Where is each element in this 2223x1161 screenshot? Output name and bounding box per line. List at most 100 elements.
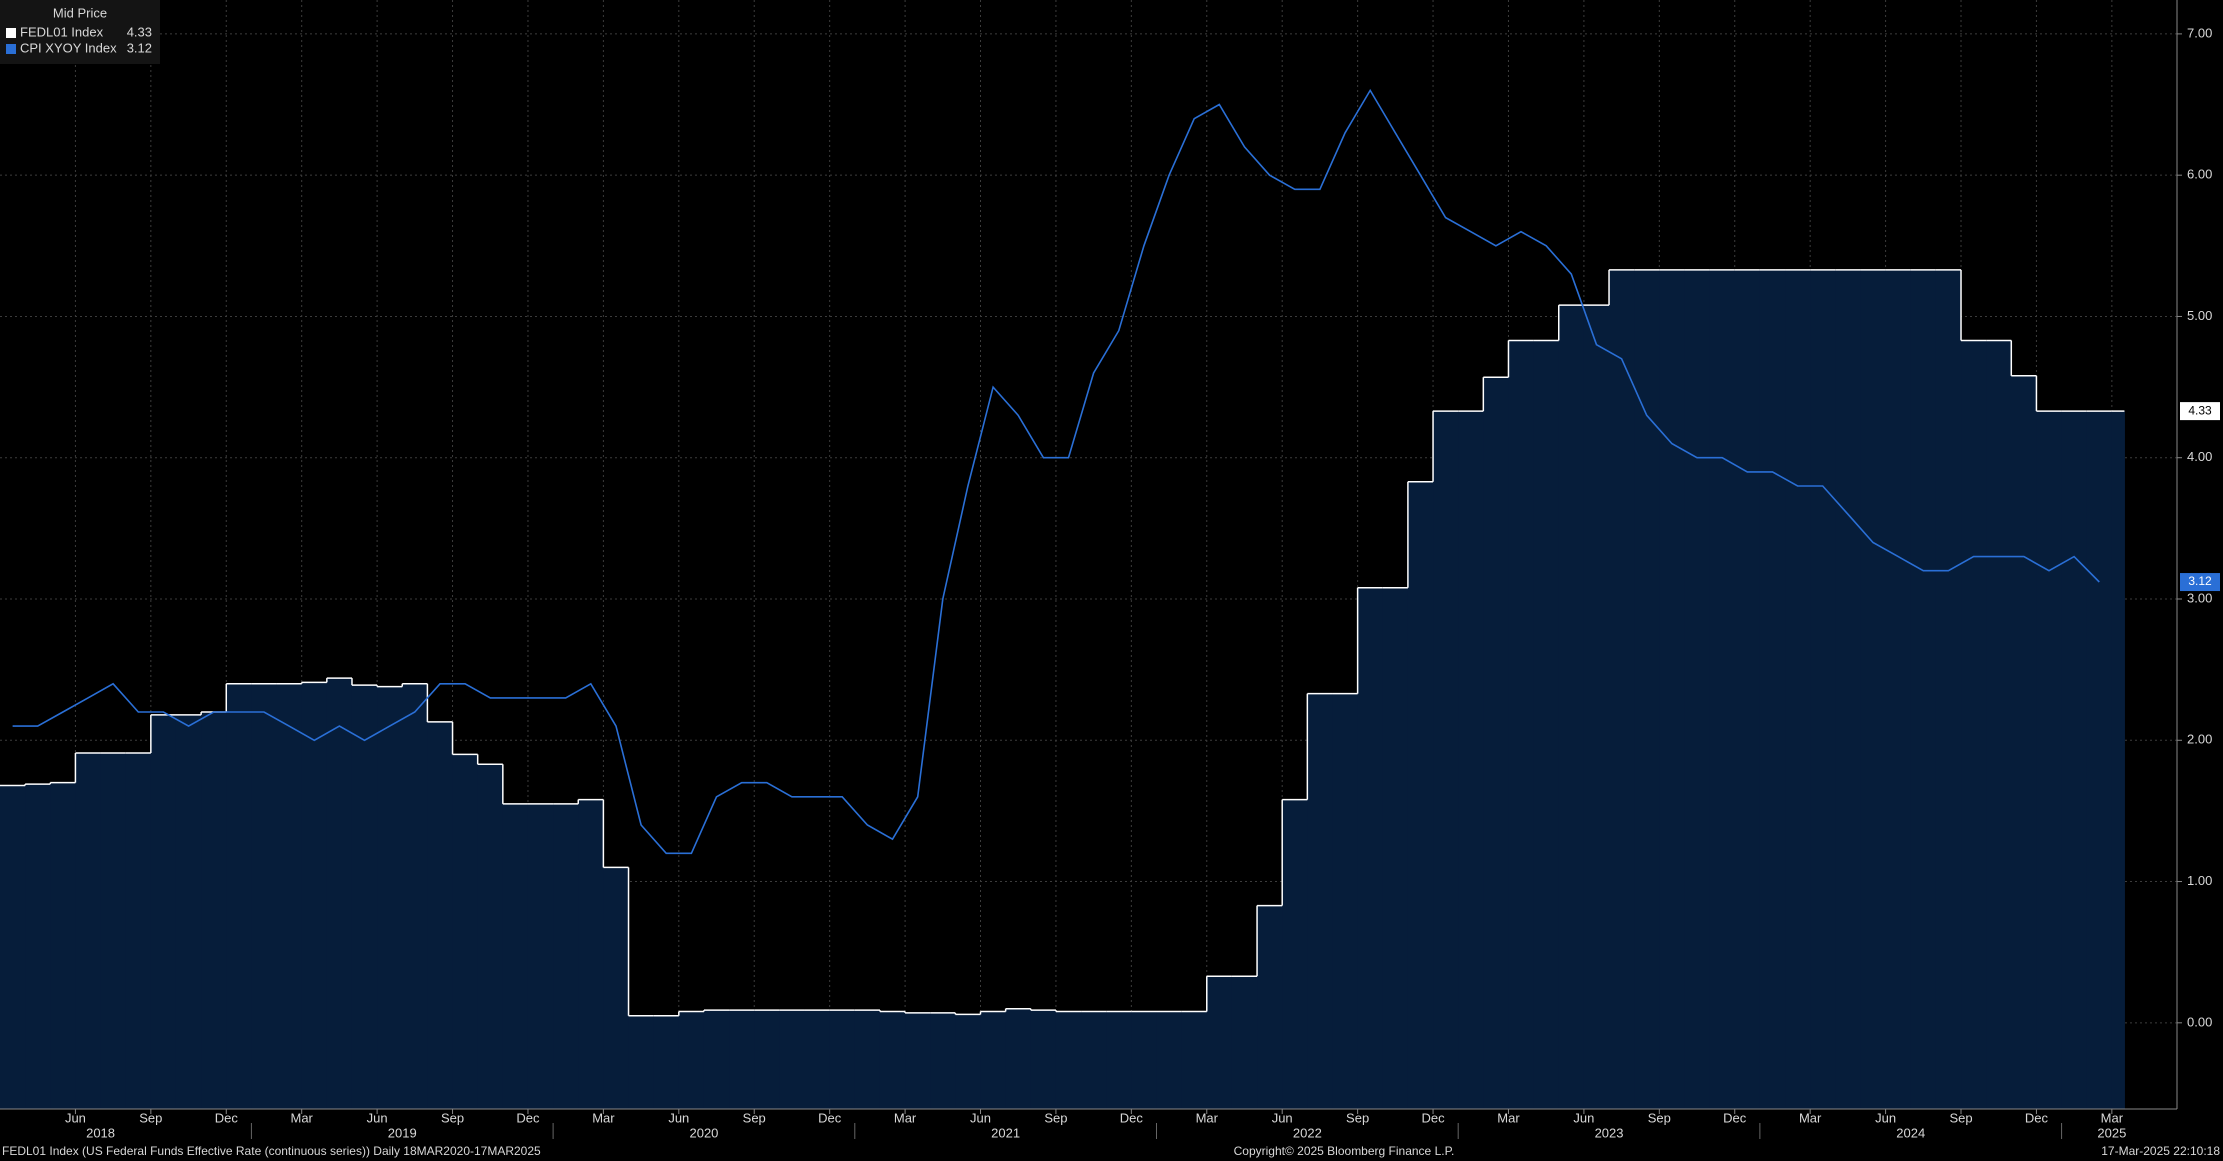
area-segment — [729, 1010, 755, 1109]
area-segment — [100, 752, 127, 1109]
y-tick-label: 5.00 — [2187, 308, 2212, 323]
x-tick-label: Mar — [592, 1110, 615, 1125]
area-segment — [2036, 411, 2063, 1109]
area-segment — [1558, 305, 1585, 1109]
area-segment — [452, 754, 479, 1109]
area-segment — [1030, 1010, 1057, 1109]
area-segment — [1910, 269, 1937, 1109]
area-segment — [1810, 269, 1836, 1109]
y-tick-label: 2.00 — [2187, 732, 2212, 747]
area-segment — [351, 685, 378, 1109]
legend-value: 3.12 — [127, 40, 152, 55]
x-tick-label: Jun — [367, 1110, 388, 1125]
x-tick-label: Dec — [818, 1110, 842, 1125]
x-tick-label: Sep — [139, 1110, 162, 1125]
area-segment — [1181, 1011, 1208, 1109]
area-segment — [1433, 411, 1459, 1109]
area-segment — [1860, 269, 1887, 1109]
area-segment — [1659, 269, 1685, 1109]
area-segment — [930, 1012, 956, 1109]
area-segment — [125, 752, 152, 1109]
legend-name: FEDL01 Index — [20, 24, 104, 39]
area-segment — [1935, 269, 1962, 1109]
value-tag — [2180, 573, 2220, 592]
area-segment — [1483, 377, 1509, 1109]
area-segment — [326, 678, 353, 1109]
plot-area — [0, 0, 2177, 1109]
area-segment — [301, 682, 328, 1109]
area-segment — [427, 721, 454, 1109]
x-tick-label: Mar — [290, 1110, 313, 1125]
x-tick-label: Jun — [668, 1110, 689, 1125]
area-segment — [1156, 1011, 1183, 1109]
x-tick-label: Sep — [1346, 1110, 1369, 1125]
x-tick-label: Mar — [1196, 1110, 1219, 1125]
y-tick-label: 7.00 — [2187, 25, 2212, 40]
y-tick-label: 4.00 — [2187, 449, 2212, 464]
area-segment — [25, 784, 51, 1109]
area-segment — [955, 1014, 982, 1109]
y-tick-label: 3.00 — [2187, 590, 2212, 605]
area-segment — [477, 764, 504, 1109]
x-tick-label: Dec — [516, 1110, 540, 1125]
area-segment — [2011, 375, 2037, 1109]
x-tick-label: Sep — [1044, 1110, 1067, 1125]
area-segment — [980, 1011, 1007, 1109]
area-segment — [1332, 693, 1359, 1109]
area-segment — [1307, 693, 1333, 1109]
area-segment — [829, 1010, 856, 1109]
series-line — [12, 88, 2100, 855]
x-tick-label: Mar — [894, 1110, 917, 1125]
area-segment — [1005, 1008, 1032, 1109]
area-segment — [578, 799, 604, 1109]
area-segment — [703, 1010, 730, 1109]
y-tick-label: 0.00 — [2187, 1014, 2212, 1029]
year-label: 2025 — [2097, 1125, 2126, 1140]
x-tick-label: Jun — [65, 1110, 86, 1125]
area-segment — [1382, 587, 1409, 1109]
area-segment — [502, 803, 529, 1109]
area-segment — [1709, 269, 1736, 1109]
area-segment — [1106, 1011, 1132, 1109]
footer-left: FEDL01 Index (US Federal Funds Effective… — [2, 1144, 541, 1158]
area-segment — [754, 1010, 780, 1109]
area-segment — [1583, 305, 1610, 1109]
area-segment — [251, 683, 278, 1109]
area-segment — [1609, 269, 1635, 1109]
area-segment — [879, 1011, 906, 1109]
area-segment — [1231, 976, 1258, 1109]
area-segment — [1684, 269, 1711, 1109]
area-segment — [2061, 411, 2088, 1109]
x-tick-label: Sep — [1648, 1110, 1671, 1125]
area-segment — [553, 803, 579, 1109]
x-tick-label: Dec — [215, 1110, 239, 1125]
area-segment — [1634, 269, 1660, 1109]
x-tick-label: Dec — [1120, 1110, 1144, 1125]
year-label: 2020 — [689, 1125, 718, 1140]
year-label: 2019 — [388, 1125, 417, 1140]
value-tag-label: 3.12 — [2188, 574, 2212, 588]
year-label: 2022 — [1293, 1125, 1322, 1140]
x-tick-label: Sep — [1949, 1110, 1972, 1125]
area-segment — [628, 1015, 655, 1109]
year-label: 2023 — [1595, 1125, 1624, 1140]
x-tick-label: Jun — [970, 1110, 991, 1125]
area-segment — [226, 683, 252, 1109]
area-segment — [1357, 587, 1384, 1109]
area-segment — [0, 785, 26, 1109]
area-segment — [804, 1010, 831, 1109]
area-segment — [150, 714, 177, 1109]
area-segment — [201, 712, 227, 1109]
area-segment — [1533, 340, 1560, 1109]
x-tick-label: Sep — [441, 1110, 464, 1125]
area-segment — [678, 1011, 705, 1109]
year-label: 2024 — [1896, 1125, 1925, 1140]
x-tick-label: Dec — [1421, 1110, 1445, 1125]
area-segment — [1282, 799, 1308, 1109]
area-segment — [1206, 976, 1233, 1109]
area-segment — [1759, 269, 1786, 1109]
legend-box — [0, 0, 160, 64]
legend-header: Mid Price — [53, 5, 107, 20]
legend-swatch — [6, 44, 16, 54]
x-tick-label: Sep — [743, 1110, 766, 1125]
